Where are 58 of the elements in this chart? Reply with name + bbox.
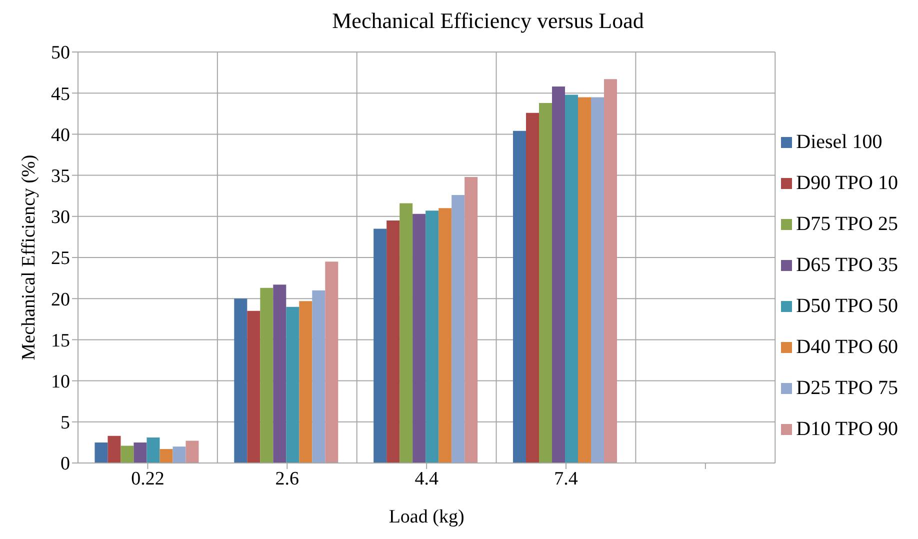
legend-label: D90 TPO 10	[796, 172, 898, 194]
bar	[120, 446, 134, 463]
bar	[260, 288, 274, 463]
bar	[186, 440, 199, 463]
y-axis-title: Mechanical Efficiency (%)	[18, 154, 40, 360]
bar	[565, 94, 578, 463]
legend-label: D50 TPO 50	[796, 294, 898, 318]
legend-label: D25 TPO 75	[796, 376, 898, 400]
bar	[526, 112, 540, 463]
y-tick-label: 25	[51, 248, 70, 270]
y-tick-label: 30	[51, 207, 70, 228]
bar	[160, 449, 173, 463]
y-tick-label: 35	[51, 166, 70, 188]
x-tick-label: 4.4	[414, 468, 439, 490]
legend-label: Diesel 100	[796, 130, 882, 154]
legend-label: D10 TPO 90	[796, 418, 898, 440]
bar	[234, 298, 248, 463]
bar	[325, 262, 338, 463]
bar	[604, 79, 618, 463]
bar	[400, 203, 413, 463]
x-axis-title: Load (kg)	[388, 506, 464, 528]
bar	[134, 442, 147, 463]
bar	[94, 442, 108, 463]
bar	[578, 97, 592, 463]
legend-label: D75 TPO 25	[796, 212, 898, 236]
bar	[374, 228, 387, 463]
x-tick-label: 7.4	[554, 468, 578, 490]
chart-title: Mechanical Efficiency versus Load	[331, 8, 645, 35]
bar	[552, 86, 566, 463]
bar	[464, 176, 478, 463]
bar	[273, 284, 286, 463]
legend-label: D40 TPO 60	[796, 336, 898, 358]
x-tick-label: 2.6	[275, 468, 300, 490]
bar	[247, 310, 260, 463]
bar	[591, 97, 604, 463]
legend-label: D65 TPO 35	[796, 254, 898, 276]
y-tick-label: 40	[51, 124, 70, 146]
bar	[312, 290, 326, 463]
y-tick-label: 50	[51, 42, 70, 64]
bar	[513, 130, 526, 463]
bar	[412, 214, 426, 463]
bar	[539, 102, 552, 463]
bar	[386, 220, 400, 463]
y-tick-label: 10	[51, 372, 70, 393]
bar	[286, 306, 300, 463]
bar	[299, 301, 312, 463]
bar	[426, 210, 439, 463]
bar	[108, 436, 121, 463]
bar	[438, 208, 452, 463]
bar	[146, 438, 160, 463]
bar	[452, 195, 465, 463]
x-tick-label: 0.22	[131, 468, 164, 490]
y-tick-label: 15	[51, 330, 70, 352]
y-tick-label: 20	[51, 289, 70, 310]
y-tick-label: 0	[60, 454, 70, 475]
y-tick-label: 5	[60, 412, 70, 434]
bar	[172, 446, 186, 463]
y-tick-label: 45	[51, 84, 70, 105]
